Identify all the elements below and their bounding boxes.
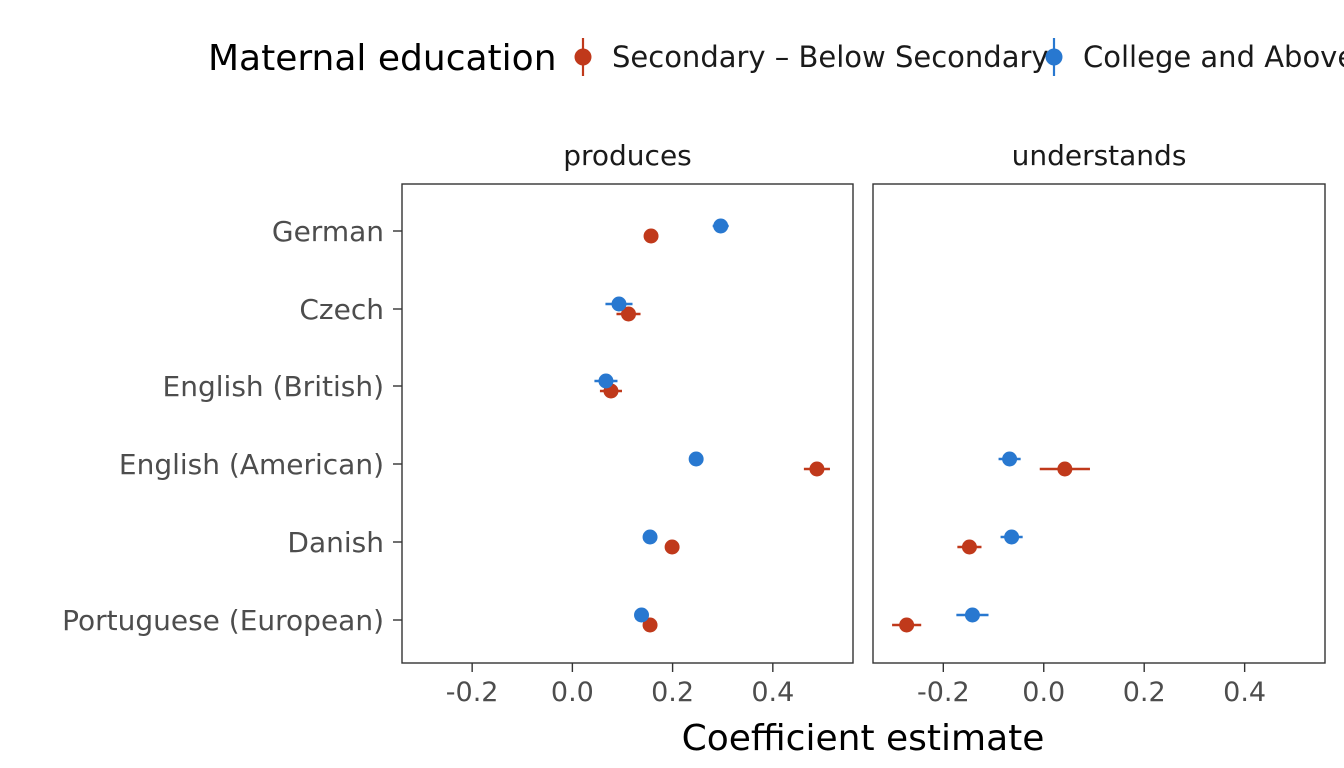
x-tick-label: 0.2	[1123, 677, 1166, 708]
data-point	[642, 529, 658, 545]
data-point	[1002, 451, 1018, 467]
series-college	[956, 451, 1023, 623]
data-point	[1004, 529, 1020, 545]
legend-entry: College and Above	[1045, 38, 1344, 76]
series-college	[594, 218, 729, 623]
legend-title: Maternal education	[208, 38, 557, 79]
data-point	[688, 451, 704, 467]
data-point	[964, 607, 980, 623]
legend-entries: Secondary – Below Secondary College and A…	[574, 38, 1344, 76]
panel-produces: produces -0.2 0.0 0.2 0.4	[401, 139, 854, 708]
data-point	[598, 373, 614, 389]
data-point	[642, 617, 658, 633]
legend-key-point	[1045, 48, 1063, 66]
x-tick-label: -0.2	[446, 677, 499, 708]
data-point	[899, 617, 915, 633]
legend: Maternal education Secondary – Below Sec…	[208, 38, 1344, 79]
legend-label: College and Above	[1083, 40, 1344, 74]
x-tick-label: -0.2	[917, 677, 970, 708]
x-axis-title: Coefficient estimate	[682, 718, 1045, 759]
series-secondary	[599, 228, 830, 633]
data-point	[621, 306, 637, 322]
x-tick-label: 0.4	[751, 677, 794, 708]
y-tick-label: Danish	[287, 526, 384, 559]
panel-strip-label: produces	[563, 139, 692, 172]
panel-border	[401, 183, 854, 664]
data-point	[809, 461, 825, 477]
legend-label: Secondary – Below Secondary	[612, 40, 1049, 74]
data-point	[1057, 461, 1073, 477]
legend-key-point	[574, 48, 592, 66]
data-point	[713, 218, 729, 234]
data-point	[611, 296, 627, 312]
y-tick-label: German	[272, 215, 384, 248]
data-point	[961, 539, 977, 555]
y-tick-label: Czech	[299, 293, 384, 326]
data-point	[664, 539, 680, 555]
x-tick-label: 0.2	[651, 677, 694, 708]
data-point	[634, 607, 650, 623]
x-tick-label: 0.4	[1223, 677, 1266, 708]
legend-entry: Secondary – Below Secondary	[574, 38, 1049, 76]
y-tick-label: English (British)	[163, 370, 384, 403]
panel-border	[872, 183, 1326, 664]
series-secondary	[892, 461, 1090, 633]
category-axis: German Czech English (British) English (Ame…	[62, 215, 402, 637]
panels: produces -0.2 0.0 0.2 0.4 understands -0.2 0.0 0…	[401, 139, 1326, 708]
y-tick-label: Portuguese (European)	[62, 604, 384, 637]
data-point	[643, 228, 659, 244]
panel-understands: understands -0.2 0.0 0.2 0.4	[872, 139, 1326, 708]
panel-strip-label: understands	[1012, 139, 1187, 172]
y-tick-label: English (American)	[119, 448, 384, 481]
x-tick-label: 0.0	[551, 677, 594, 708]
x-tick-label: 0.0	[1022, 677, 1065, 708]
